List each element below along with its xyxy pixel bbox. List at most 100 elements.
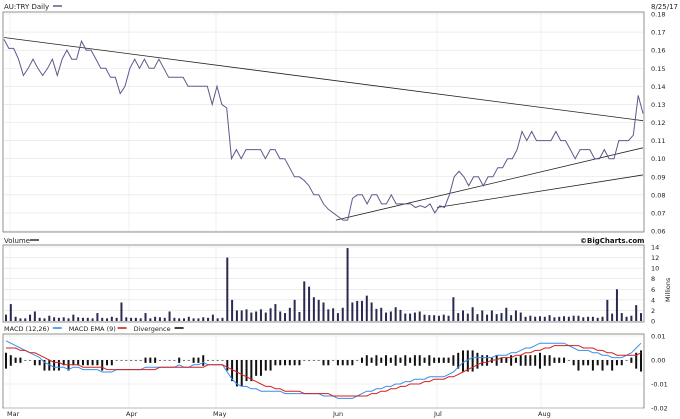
- volume-bar: [53, 317, 56, 321]
- volume-bar: [630, 315, 633, 321]
- macd-tick-label: -0.02: [651, 405, 668, 413]
- divergence-bar: [572, 360, 575, 366]
- x-tick-label: May: [213, 410, 227, 418]
- macd-legend-label: MACD EMA (9): [69, 325, 116, 333]
- volume-bar: [235, 310, 238, 321]
- volume-bar: [606, 299, 609, 321]
- divergence-bar: [375, 355, 378, 366]
- volume-bar: [9, 304, 12, 321]
- chart-date: 8/25/17: [651, 3, 678, 11]
- volume-bar: [29, 314, 32, 321]
- volume-bar: [452, 297, 455, 321]
- divergence-bar: [303, 360, 306, 361]
- divergence-bar: [29, 360, 32, 361]
- divergence-bar: [216, 360, 219, 361]
- divergence-bar: [264, 360, 267, 371]
- volume-bar: [538, 316, 541, 321]
- divergence-bar: [72, 360, 75, 366]
- divergence-bar: [62, 360, 65, 366]
- price-tick-label: 0.14: [651, 83, 665, 91]
- price-panel: 0.18 0.17 0.16 0.15 0.14 0.13 0.12 0.11 0.10 0.09…: [2, 11, 665, 236]
- divergence-bar: [231, 360, 234, 382]
- volume-bar: [279, 311, 282, 321]
- divergence-bar: [19, 357, 22, 363]
- divergence-bar: [163, 360, 166, 361]
- divergence-bar: [158, 360, 161, 361]
- volume-bar: [101, 317, 104, 321]
- divergence-bar: [81, 360, 84, 366]
- divergence-bar: [207, 360, 210, 361]
- price-tick-label: 0.07: [651, 209, 665, 217]
- divergence-bar: [130, 360, 133, 361]
- divergence-bar: [274, 360, 277, 366]
- volume-tick-label: 4: [651, 296, 655, 304]
- divergence-bar: [240, 360, 243, 387]
- divergence-bar: [33, 360, 36, 366]
- divergence-bar: [120, 360, 123, 361]
- volume-bar: [428, 315, 431, 321]
- volume-bar: [577, 315, 580, 321]
- volume-bar: [182, 318, 185, 321]
- divergence-bar: [620, 360, 623, 366]
- divergence-bar: [341, 360, 344, 366]
- volume-bar: [106, 318, 109, 321]
- volume-bar: [466, 313, 469, 321]
- price-header: AU:TRY Daily 8/25/17: [4, 3, 678, 11]
- volume-bar: [529, 315, 532, 321]
- divergence-bar: [308, 360, 311, 361]
- volume-bar: [442, 314, 445, 321]
- volume-bar: [48, 315, 51, 321]
- divergence-bar: [380, 357, 383, 363]
- volume-grid: [4, 246, 643, 322]
- volume-panel: Volume ©BigCharts.com 14 12 10 8 6 4 2 0 Millio…: [2, 237, 672, 326]
- divergence-bar: [182, 360, 185, 361]
- volume-bar: [596, 317, 599, 321]
- divergence-bar: [418, 355, 421, 366]
- volume-tick-label: 6: [651, 286, 655, 294]
- divergence-bar: [298, 360, 301, 366]
- divergence-bar: [591, 360, 594, 371]
- volume-bar: [389, 311, 392, 321]
- volume-bar: [202, 317, 205, 321]
- volume-bar: [14, 316, 17, 321]
- volume-bar: [207, 317, 210, 321]
- divergence-bar: [462, 350, 465, 372]
- divergence-bar: [476, 352, 479, 369]
- volume-bar: [130, 317, 133, 321]
- divergence-bar: [466, 350, 469, 372]
- divergence-bar: [606, 360, 609, 366]
- volume-bar: [255, 311, 258, 321]
- volume-bar: [38, 317, 41, 321]
- volume-bar: [471, 307, 474, 321]
- divergence-bar: [106, 360, 109, 366]
- volume-bar: [495, 314, 498, 321]
- price-title: AU:TRY Daily: [4, 3, 49, 11]
- divergence-bar: [202, 355, 205, 366]
- volume-bar: [336, 313, 339, 321]
- divergence-bar: [255, 360, 258, 376]
- volume-bar: [365, 295, 368, 321]
- volume-bar: [351, 302, 354, 321]
- volume-bar: [317, 299, 320, 321]
- price-tick-label: 0.17: [651, 29, 665, 37]
- volume-bar: [409, 313, 412, 321]
- divergence-bar: [587, 360, 590, 366]
- divergence-bar: [442, 357, 445, 363]
- volume-bar: [476, 314, 479, 321]
- volume-tick-label: 12: [651, 254, 659, 262]
- macd-divergence-bars: [5, 350, 642, 387]
- volume-bar: [24, 318, 27, 321]
- volume-bar: [380, 307, 383, 321]
- volume-bar: [418, 311, 421, 321]
- divergence-bar: [577, 360, 580, 371]
- price-tick-label: 0.16: [651, 47, 665, 55]
- price-tick-label: 0.15: [651, 65, 665, 73]
- volume-bar: [168, 311, 171, 321]
- divergence-bar: [409, 357, 412, 363]
- macd-ema-line: [6, 345, 642, 397]
- volume-title: Volume: [4, 237, 30, 245]
- volume-bar: [611, 313, 614, 321]
- divergence-bar: [235, 360, 238, 387]
- volume-bar: [567, 316, 570, 321]
- volume-bar: [19, 318, 22, 321]
